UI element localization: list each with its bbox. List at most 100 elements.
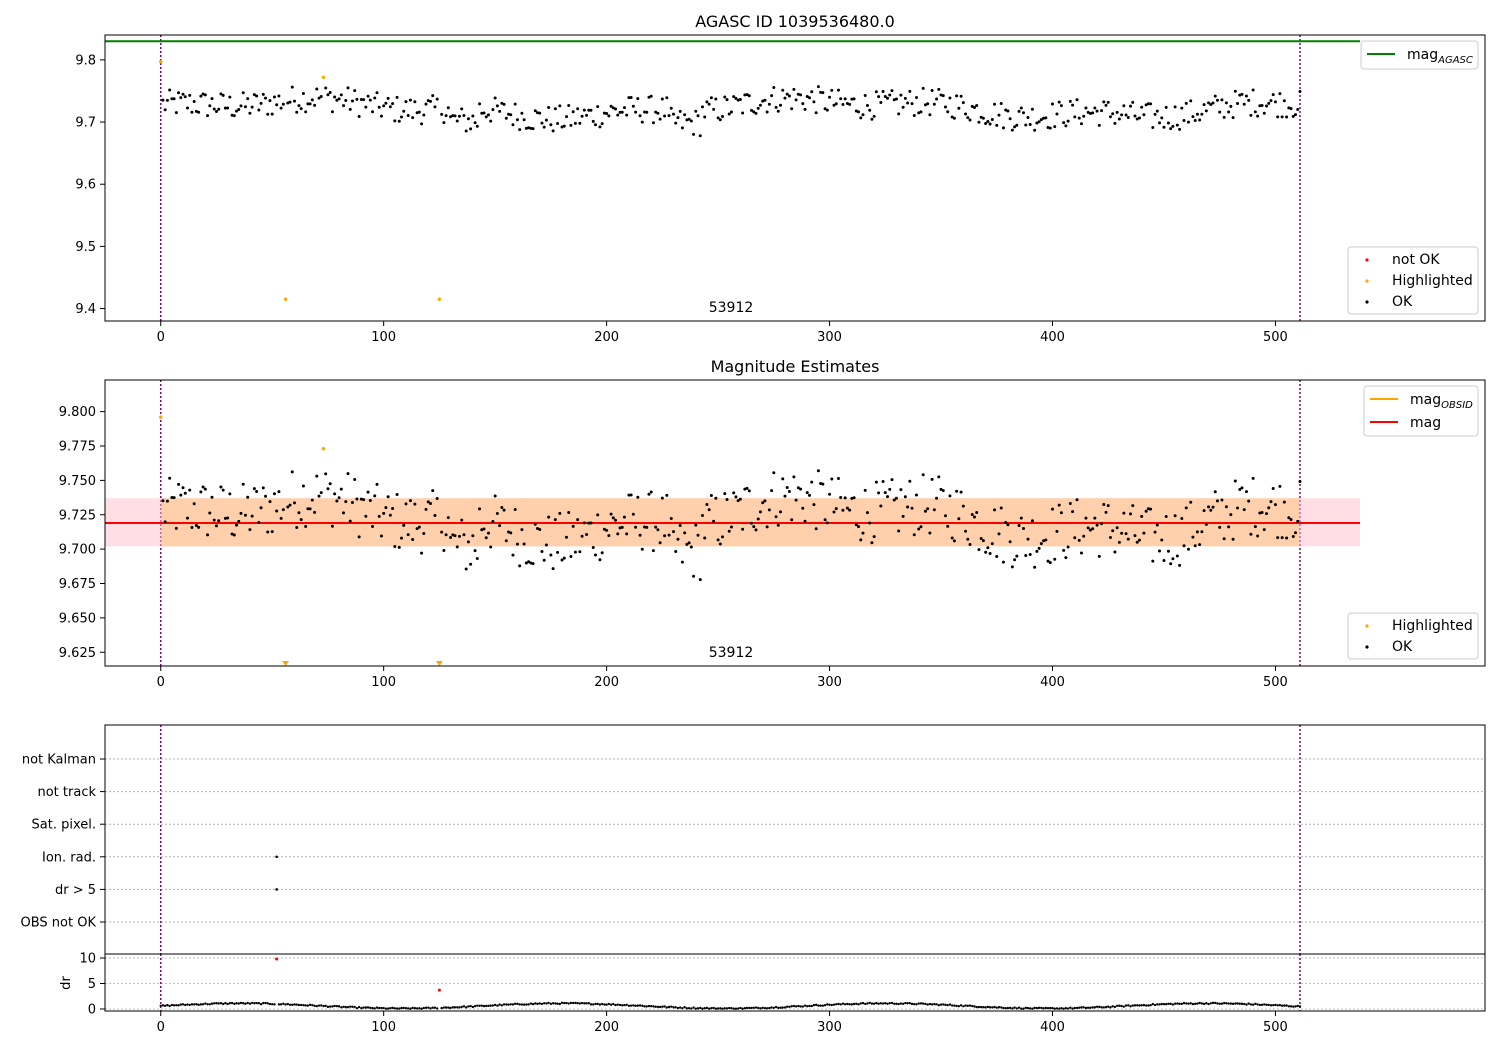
ok-point <box>411 116 415 120</box>
ok-point <box>981 539 985 543</box>
ok-point <box>714 97 718 101</box>
dr-point <box>1289 1005 1293 1008</box>
ok-point <box>1140 105 1144 109</box>
ok-point <box>1057 100 1061 104</box>
dr-point <box>328 1005 332 1008</box>
dr-point <box>1033 1006 1036 1009</box>
dr-point <box>777 1006 780 1010</box>
dr-point <box>770 1006 773 1009</box>
ok-point <box>188 488 192 492</box>
ok-point <box>972 515 976 519</box>
dr-point <box>244 1002 247 1005</box>
ok-point <box>281 508 285 512</box>
dr-point <box>449 1006 452 1010</box>
ok-point <box>1222 537 1226 541</box>
dr-point <box>634 1004 637 1008</box>
legend-not-ok-marker <box>1365 258 1369 262</box>
dr-point <box>957 1004 961 1008</box>
ok-point <box>482 527 486 531</box>
dr-point <box>763 1007 767 1010</box>
dr-point <box>578 1002 582 1005</box>
dr-point <box>456 1006 459 1009</box>
ok-point <box>1249 532 1253 536</box>
dr-point <box>471 1005 475 1009</box>
ok-point <box>446 106 450 110</box>
ok-point <box>995 123 999 127</box>
ok-point <box>596 513 600 517</box>
ok-point <box>821 482 825 486</box>
dr-point <box>1171 1003 1175 1006</box>
dr-point <box>440 1006 443 1010</box>
ok-point <box>825 521 829 525</box>
ok-point <box>810 480 814 484</box>
ok-point <box>1030 107 1034 111</box>
dr-point <box>224 1001 227 1005</box>
dr-point <box>1089 1006 1092 1009</box>
dr-point <box>621 1004 624 1007</box>
ok-point <box>259 101 263 105</box>
ok-point <box>912 533 916 537</box>
ok-point <box>649 490 653 494</box>
ok-point <box>692 574 696 578</box>
dr-point <box>692 1006 695 1009</box>
ok-point <box>1200 112 1204 116</box>
dr-point <box>928 1002 932 1006</box>
dr-point <box>1200 1002 1204 1005</box>
ok-point <box>353 89 357 93</box>
ok-point <box>188 93 192 97</box>
ok-point <box>431 94 435 98</box>
dr-point <box>431 1006 434 1009</box>
ok-point <box>1298 480 1302 484</box>
ok-point <box>709 494 713 498</box>
ok-point <box>966 116 970 120</box>
ok-point <box>315 87 319 91</box>
ok-point <box>995 555 999 559</box>
ok-point <box>212 518 216 522</box>
ok-point <box>1059 104 1063 108</box>
dr-point <box>565 1001 568 1005</box>
dr-point <box>1205 1002 1208 1005</box>
dr-point <box>895 1002 898 1006</box>
dr-point <box>739 1006 742 1010</box>
ok-point <box>845 506 849 510</box>
dr-point <box>1138 1004 1141 1007</box>
ok-point <box>350 500 354 504</box>
dr-point <box>522 1003 526 1006</box>
ok-point <box>783 494 787 498</box>
ok-point <box>1247 499 1251 503</box>
x-tick-label: 500 <box>1263 675 1288 690</box>
ok-point <box>932 508 936 512</box>
ok-point <box>1193 119 1197 123</box>
y-tick-label: 0 <box>88 1003 96 1018</box>
ok-point <box>243 513 247 517</box>
ok-point <box>466 540 470 544</box>
ok-point <box>1010 565 1014 569</box>
ok-point <box>1169 127 1173 131</box>
dr-point <box>255 1001 258 1005</box>
dr-point <box>600 1002 604 1006</box>
ok-point <box>511 553 515 557</box>
flag-point <box>275 888 278 891</box>
ok-point <box>779 103 783 107</box>
ok-point <box>491 520 495 524</box>
ok-point <box>232 114 236 118</box>
ok-point <box>344 99 348 103</box>
ok-point <box>250 105 254 109</box>
ok-point <box>377 105 381 109</box>
ok-point <box>1155 109 1159 113</box>
ok-point <box>1294 531 1298 535</box>
dr-point <box>366 1006 370 1009</box>
dr-point <box>1187 1002 1190 1005</box>
ok-point <box>1028 122 1032 126</box>
ok-point <box>1227 110 1231 114</box>
ok-point <box>1131 100 1135 104</box>
dr-point <box>768 1006 771 1010</box>
dr-point <box>1069 1006 1072 1009</box>
ok-point <box>585 533 589 537</box>
ok-point <box>1082 534 1086 538</box>
dr-point <box>616 1003 619 1006</box>
ok-point <box>870 541 874 545</box>
ok-point <box>1037 546 1041 550</box>
dr-point <box>266 1002 269 1005</box>
